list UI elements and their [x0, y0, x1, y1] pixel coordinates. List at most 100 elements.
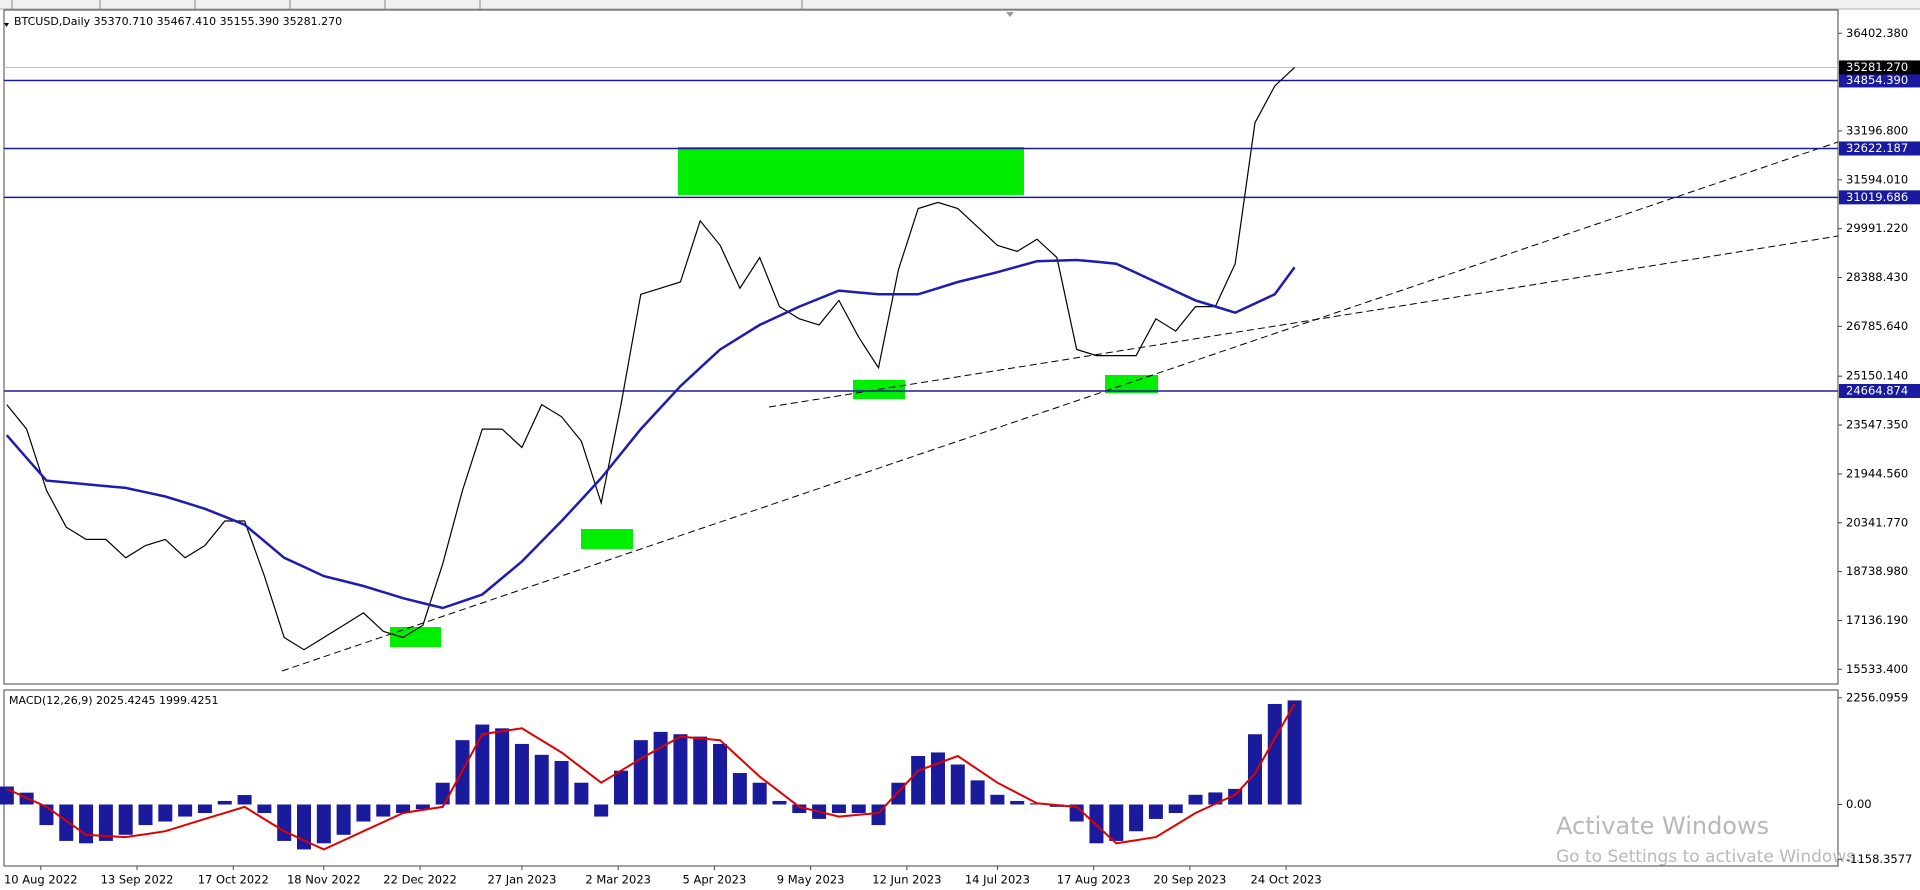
series-line [5, 258, 1296, 610]
last-price-box [1839, 60, 1920, 75]
x-tick-label: 13 Sep 2022 [101, 873, 174, 887]
macd-bar [138, 804, 153, 826]
macd-bar [554, 760, 569, 805]
macd-bar [930, 752, 945, 805]
x-tick-label: 24 Oct 2023 [1251, 873, 1322, 887]
macd-bar [534, 754, 549, 805]
macd-bar [970, 780, 985, 805]
y-tick-label: 33196.800 [1846, 123, 1908, 137]
x-tick-label: 22 Dec 2022 [383, 873, 456, 887]
macd-bar [574, 782, 589, 805]
macd-bar [237, 795, 252, 805]
y-tick-label: 20341.770 [1846, 515, 1908, 529]
level-label-box [1839, 190, 1920, 205]
y-tick-label: 23547.350 [1846, 418, 1908, 432]
macd-bar [257, 804, 272, 814]
y-tick-label: 15533.400 [1846, 662, 1908, 676]
level-label: 34854.390 [1846, 73, 1908, 87]
y-tick-label: 2256.0959 [1846, 690, 1908, 704]
y-tick-label: 36402.380 [1846, 26, 1908, 40]
macd-bar [435, 782, 450, 805]
level-label-box [1839, 383, 1920, 398]
trend-line [281, 141, 1839, 672]
x-tick-label: 18 Nov 2022 [287, 873, 361, 887]
macd-bar [475, 724, 490, 805]
macd-bar [79, 804, 94, 844]
macd-bar [316, 804, 331, 844]
macd-bar [98, 804, 113, 841]
zone-box [1105, 375, 1158, 393]
macd-bar [396, 804, 411, 814]
macd-bar [990, 794, 1005, 805]
macd-bar [356, 804, 371, 822]
macd-bar [1129, 804, 1144, 832]
macd-bar [1010, 800, 1025, 805]
watermark-title: Activate Windows [1556, 812, 1769, 840]
x-tick-label: 12 Jun 2023 [872, 873, 941, 887]
macd-bar [752, 782, 767, 805]
x-tick-label: 17 Aug 2023 [1057, 873, 1131, 887]
macd-bar [594, 804, 609, 817]
macd-bar [59, 804, 74, 841]
y-tick-label: 18738.980 [1846, 564, 1908, 578]
macd-bar [1168, 804, 1183, 814]
macd-bar [158, 804, 173, 822]
zone-box [678, 147, 1024, 195]
macd-bar [851, 804, 866, 814]
macd-bar [514, 743, 529, 805]
x-tick-label: 9 May 2023 [777, 873, 845, 887]
macd-bar [415, 804, 430, 810]
macd-bar [197, 804, 212, 814]
last-price-label: 35281.270 [1846, 60, 1908, 74]
main-title: BTCUSD,Daily 35370.710 35467.410 35155.3… [14, 15, 342, 28]
macd-bar [633, 740, 648, 805]
y-tick-label: 31594.010 [1846, 172, 1908, 186]
macd-bar [693, 736, 708, 805]
macd-bar [653, 731, 668, 805]
macd-bar [1287, 700, 1302, 805]
macd-bar [217, 800, 232, 805]
x-tick-label: 17 Oct 2022 [198, 873, 269, 887]
y-tick-label: 21944.560 [1846, 466, 1908, 480]
macd-title: MACD(12,26,9) 2025.4245 1999.4251 [9, 694, 219, 707]
macd-bar [1148, 804, 1163, 819]
y-tick-label: -1158.3577 [1846, 852, 1912, 866]
drawn-objects [281, 141, 1839, 672]
level-label: 24664.874 [1846, 383, 1908, 397]
trend-line [768, 235, 1839, 408]
y-tick-label: 26785.640 [1846, 319, 1908, 333]
macd-bar [950, 764, 965, 805]
macd-bar [1188, 794, 1203, 805]
macd-bar [178, 804, 193, 817]
y-tick-label: 29991.220 [1846, 221, 1908, 235]
x-tick-label: 2 Mar 2023 [585, 873, 651, 887]
y-tick-label: 17136.190 [1846, 613, 1908, 627]
macd-bar [277, 804, 292, 841]
series-line [6, 703, 1296, 851]
y-tick-label: 25150.140 [1846, 369, 1908, 383]
watermark-subtitle: Go to Settings to activate Windows. [1556, 847, 1861, 867]
macd-bar [732, 773, 747, 805]
y-tick-label: 28388.430 [1846, 270, 1908, 284]
level-label: 32622.187 [1846, 141, 1908, 155]
x-tick-label: 14 Jul 2023 [965, 873, 1030, 887]
macd-bar [772, 800, 787, 805]
macd-frame [3, 689, 1839, 867]
macd-bar [911, 756, 926, 805]
x-tick-label: 10 Aug 2022 [4, 873, 78, 887]
series-line [6, 66, 1296, 651]
x-tick-label: 20 Sep 2023 [1153, 873, 1226, 887]
macd-bar [1228, 788, 1243, 805]
macd-bar [673, 734, 688, 805]
macd-bar [1267, 703, 1282, 805]
macd-bar [1247, 734, 1262, 805]
macd-bar [831, 804, 846, 814]
macd-bar [1109, 804, 1124, 841]
macd-bar [118, 804, 133, 835]
main-frame [3, 9, 1839, 685]
x-tick-label: 27 Jan 2023 [487, 873, 556, 887]
macd-bar [336, 804, 351, 835]
macd-bar [792, 804, 807, 814]
macd-bar [713, 743, 728, 805]
